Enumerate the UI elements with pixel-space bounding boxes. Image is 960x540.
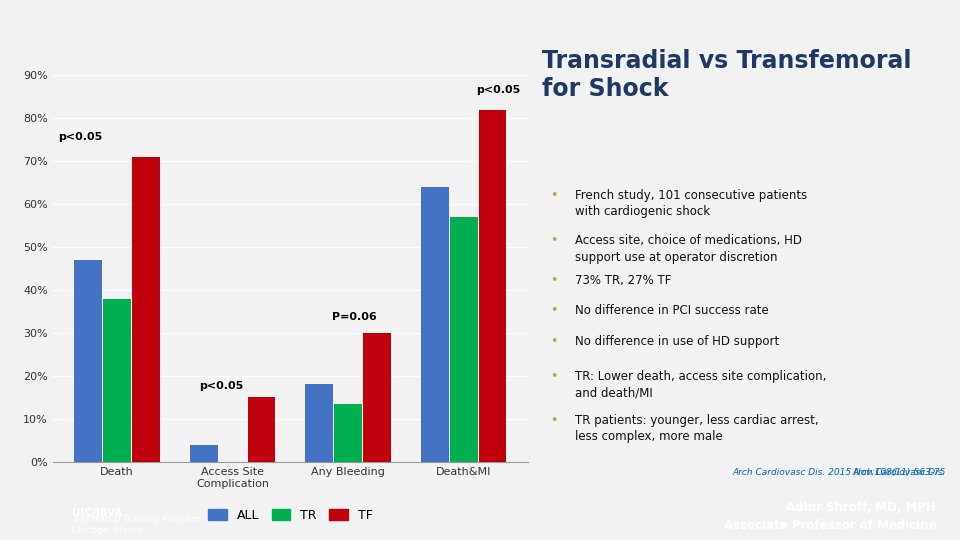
Text: •: • <box>550 274 558 287</box>
Text: Transradial vs Transfemoral
for Shock: Transradial vs Transfemoral for Shock <box>542 49 912 102</box>
Bar <box>420 187 448 462</box>
Bar <box>248 397 276 462</box>
Bar <box>104 299 131 462</box>
Text: Arch Cardiovasc Dis. 2015 Nov;108(11):563-75: Arch Cardiovasc Dis. 2015 Nov;108(11):56… <box>732 468 946 477</box>
Text: •: • <box>550 305 558 318</box>
Text: •: • <box>550 335 558 348</box>
Bar <box>363 333 391 462</box>
Text: UIC/JBVA: UIC/JBVA <box>72 508 123 518</box>
Bar <box>334 404 362 462</box>
Text: Transracial Training Program
Chicago, Illinois: Transracial Training Program Chicago, Il… <box>72 515 200 535</box>
Text: •: • <box>550 234 558 247</box>
Text: p<0.05: p<0.05 <box>58 132 103 142</box>
Text: Adhir Shroff, MD, MPH
Associate Professor of Medicine: Adhir Shroff, MD, MPH Associate Professo… <box>724 501 936 532</box>
Text: 73% TR, 27% TF: 73% TR, 27% TF <box>575 274 671 287</box>
Text: No difference in use of HD support: No difference in use of HD support <box>575 335 779 348</box>
Bar <box>75 260 102 462</box>
Text: •: • <box>550 188 558 201</box>
Bar <box>132 157 160 462</box>
Bar <box>305 384 333 462</box>
Text: French study, 101 consecutive patients
with cardiogenic shock: French study, 101 consecutive patients w… <box>575 188 807 218</box>
Text: P=0.06: P=0.06 <box>331 312 376 322</box>
Text: TR patients: younger, less cardiac arrest,
less complex, more male: TR patients: younger, less cardiac arres… <box>575 414 818 443</box>
Bar <box>450 217 477 462</box>
Bar <box>479 110 507 462</box>
Text: TR: Lower death, access site complication,
and death/MI: TR: Lower death, access site complicatio… <box>575 370 826 400</box>
Text: •: • <box>550 370 558 383</box>
Text: p<0.05: p<0.05 <box>476 85 520 95</box>
Bar <box>190 444 218 462</box>
Text: Access site, choice of medications, HD
support use at operator discretion: Access site, choice of medications, HD s… <box>575 234 802 264</box>
Text: Arch Cardiovasc Dis.: Arch Cardiovasc Dis. <box>852 468 946 477</box>
Text: p<0.05: p<0.05 <box>199 381 243 391</box>
Text: No difference in PCI success rate: No difference in PCI success rate <box>575 305 768 318</box>
Legend: ALL, TR, TF: ALL, TR, TF <box>203 504 378 527</box>
Text: •: • <box>550 414 558 427</box>
